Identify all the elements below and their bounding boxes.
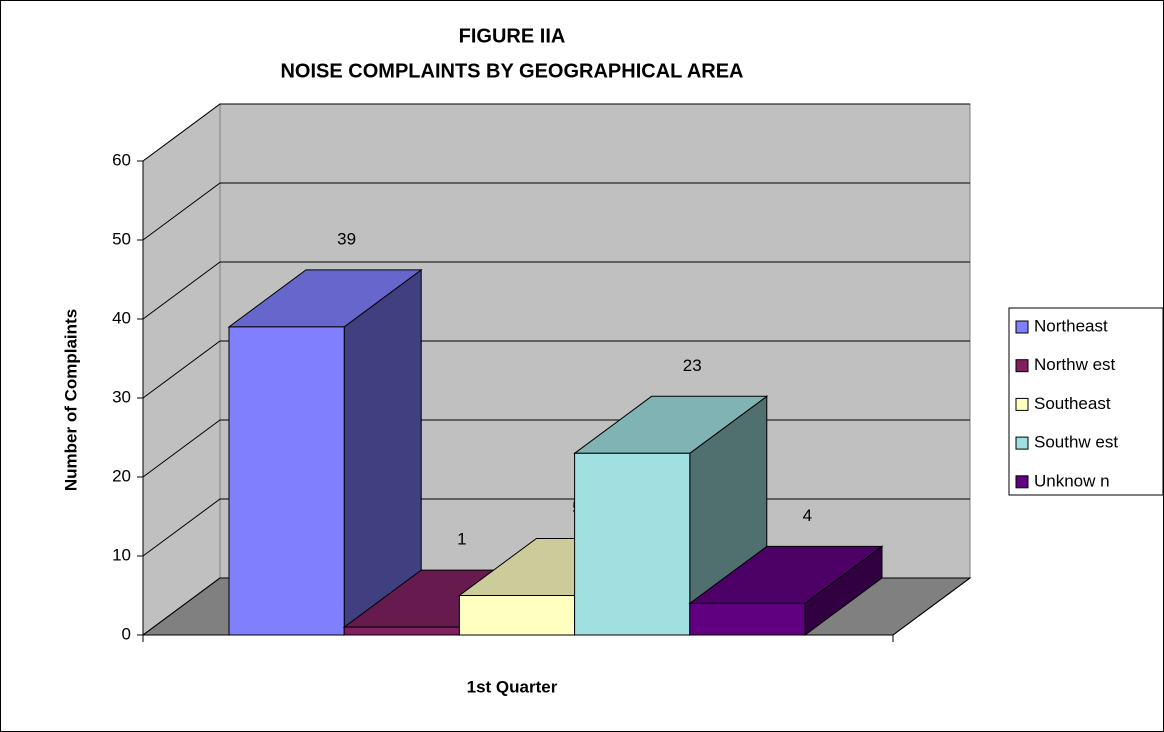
legend-swatch (1015, 436, 1029, 450)
grid-line (142, 182, 970, 241)
grid-line (142, 103, 970, 162)
y-tick-label: 40 (112, 308, 131, 327)
legend-label: Southeast (1034, 394, 1111, 413)
data-label: 4 (803, 506, 812, 525)
legend-box (1008, 307, 1164, 496)
bar (343, 626, 460, 636)
y-tick-label: 50 (112, 229, 131, 248)
legend-swatch (1015, 397, 1029, 411)
grid-line (142, 340, 970, 399)
data-label: 1 (457, 530, 466, 549)
legend-swatch (1015, 320, 1029, 334)
y-axis-label: Number of Complaints (61, 309, 80, 491)
y-tick-label: 20 (112, 466, 131, 485)
y-tick-label: 0 (122, 624, 131, 643)
y-tick-label: 10 (112, 545, 131, 564)
legend-swatch (1015, 475, 1029, 489)
bar (689, 602, 806, 636)
y-tick-label: 60 (112, 150, 131, 169)
floor-edge (892, 577, 971, 636)
legend-label: Unknow n (1034, 471, 1110, 490)
legend-label: Northeast (1034, 316, 1108, 335)
bar (574, 452, 691, 636)
bar (228, 326, 345, 636)
bar (458, 595, 576, 636)
chart-subtitle: NOISE COMPLAINTS BY GEOGRAPHICAL AREA (280, 60, 743, 82)
legend-swatch (1015, 359, 1029, 373)
data-label: 39 (337, 229, 356, 248)
grid-line (142, 261, 970, 320)
chart-title: FIGURE IIA (459, 25, 566, 47)
x-axis-label: 1st Quarter (467, 677, 558, 696)
legend-label: Southw est (1034, 433, 1118, 452)
y-tick-label: 30 (112, 387, 131, 406)
data-label: 23 (683, 356, 702, 375)
legend-label: Northw est (1034, 355, 1116, 374)
